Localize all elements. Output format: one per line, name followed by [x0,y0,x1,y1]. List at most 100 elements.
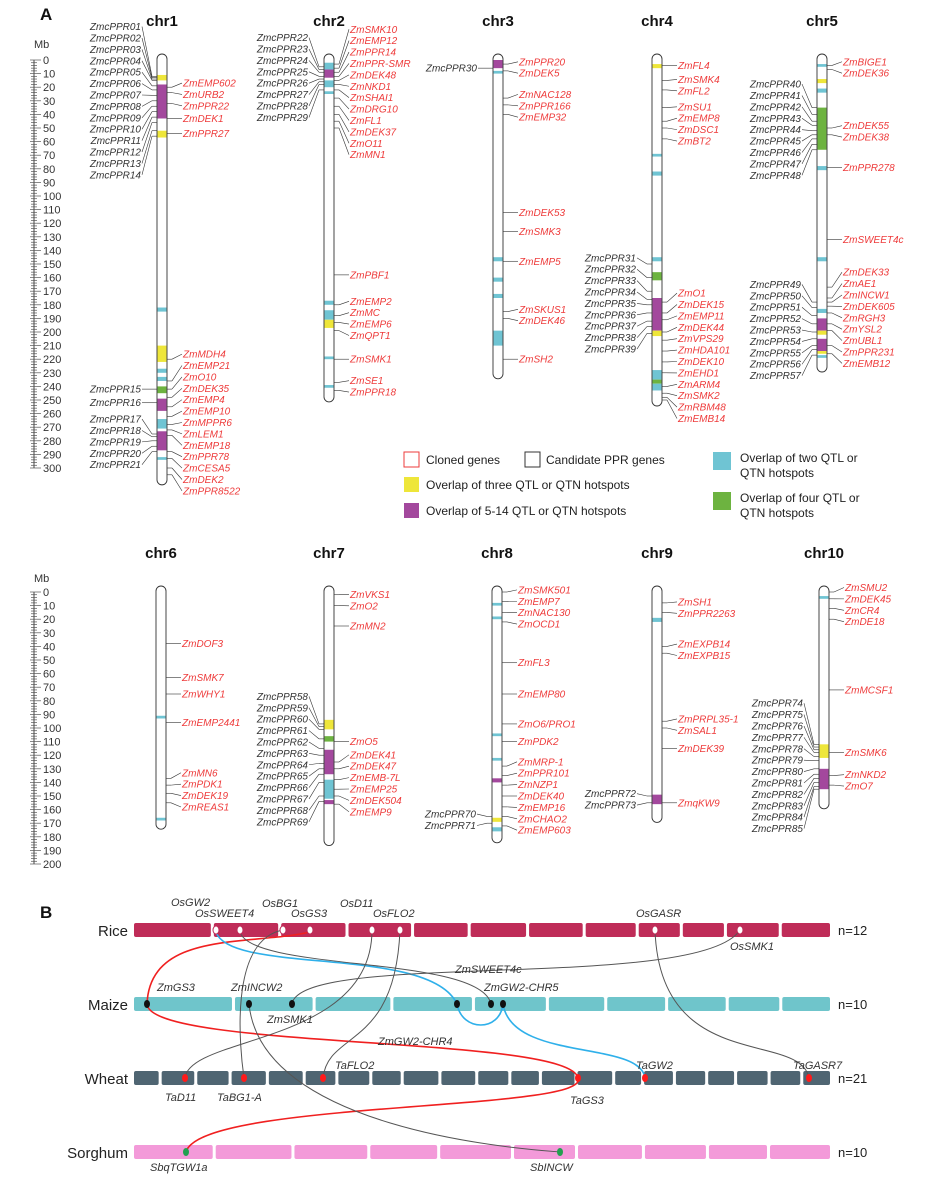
candidate-ppr-gene-label: ZmcPPR43 [749,114,802,125]
ruler-tick-label: 200 [43,859,61,871]
label-connector [476,822,488,826]
label-connector [171,376,183,390]
hotspot-band-three [157,345,167,362]
cloned-gene-label: ZmSMK10 [349,25,398,36]
legend-three: Overlap of three QTL or QTN hotspots [426,478,630,492]
label-connector [338,74,350,81]
chromosome-segment [134,1071,159,1085]
chromosome-segment [770,1071,801,1085]
cloned-gene-label: ZmEMB12 [842,359,891,370]
candidate-ppr-gene-label: ZmcPPR58 [256,692,309,703]
cloned-gene-label: ZmRBM48 [677,403,726,414]
label-connector [338,390,350,393]
cloned-gene-label: ZmO5 [349,737,378,748]
candidate-ppr-gene-label: ZmcPPR10 [89,125,142,136]
label-connector [171,399,183,408]
label-connector [308,696,320,725]
hotspot-band-two [324,62,334,70]
candidate-ppr-gene-label: ZmcPPR72 [584,789,637,800]
candidate-ppr-gene-label: ZmcPPR13 [89,159,142,170]
candidate-ppr-gene-label: ZmcPPR32 [584,265,637,276]
cloned-gene-label: ZmBT2 [677,137,711,148]
label-connector [171,353,183,360]
label-connector [338,29,350,65]
hotspot-band-five14 [157,84,167,119]
cloned-gene-label: ZmPDK2 [517,737,559,748]
ruler-tick-label: 300 [43,463,61,475]
cloned-gene-label: ZmDEK46 [518,316,566,327]
chromosome-segment [348,923,412,937]
legend-four-line2: QTN hotspots [740,506,814,520]
candidate-ppr-gene-label: ZmcPPR40 [749,80,802,91]
gene-marker [642,1074,648,1082]
gene-marker [651,925,659,935]
label-connector [170,792,182,796]
cloned-gene-label: ZmPPR101 [517,769,570,780]
candidate-ppr-gene-label: ZmcPPR38 [584,333,637,344]
label-connector [636,802,648,806]
synteny-link-grey [654,929,810,1079]
gene-label: SbqTGW1a [150,1162,207,1174]
candidate-ppr-gene-label: ZmcPPR22 [256,33,309,44]
cloned-gene-label: ZmO1 [677,289,706,300]
gene-label: TaGS3 [570,1095,605,1107]
cloned-gene-label: ZmDEK37 [349,127,397,138]
label-connector [801,318,813,325]
hotspot-band-two [156,817,166,821]
candidate-ppr-gene-label: ZmcPPR18 [89,426,142,437]
cloned-gene-label: ZmDEK1 [182,114,224,125]
label-connector [308,774,320,788]
label-connector [171,422,183,425]
synteny-link-blue [502,1003,646,1079]
cloned-gene-label: ZmEMP7 [517,597,560,608]
ruler-tick-label: 210 [43,341,61,353]
cloned-gene-label: ZmBIGE1 [842,57,887,68]
species-row-sorghum: Sorghum n=10 [67,1145,867,1162]
label-connector [833,608,845,611]
gene-label: SbINCW [530,1162,574,1174]
label-connector [666,392,678,396]
label-connector [506,761,518,767]
hotspot-band-five14 [157,398,167,411]
candidate-ppr-gene-label: ZmcPPR33 [584,276,637,287]
cloned-gene-label: ZmSMK501 [517,585,571,596]
cloned-gene-label: ZmFL4 [677,61,710,72]
chromosome-segment [470,923,527,937]
ruler-tick-label: 10 [43,601,55,613]
gene-marker [236,925,244,935]
hotspot-band-two [819,596,829,599]
label-connector [666,127,678,130]
legend-two-line2: QTN hotspots [740,466,814,480]
candidate-ppr-gene-label: ZmcPPR09 [89,113,142,124]
synteny-link-grey [248,1003,561,1153]
label-connector [141,49,153,80]
ruler-tick-label: 170 [43,286,61,298]
candidate-ppr-gene-label: ZmcPPR16 [89,398,142,409]
label-connector [831,125,843,129]
candidate-ppr-gene-label: ZmcPPR59 [256,703,309,714]
ruler-tick-label: 30 [43,628,55,640]
label-connector [833,587,845,593]
cloned-gene-label: ZmO6/PRO1 [517,719,576,730]
label-connector [141,430,153,437]
label-connector [506,806,518,808]
chromosome-chr4: chr4ZmcPPR31ZmcPPR32ZmcPPR33ZmcPPR34ZmcP… [584,13,730,425]
label-connector [666,138,678,142]
label-connector [308,730,320,740]
label-connector [338,795,350,801]
label-connector [801,129,813,132]
gene-marker [182,1074,188,1082]
label-connector [141,60,153,81]
candidate-ppr-gene-label: ZmcPPR66 [256,783,309,794]
hotspot-band-five14 [817,338,827,352]
hotspot-band-five14 [817,318,827,331]
candidate-ppr-gene-label: ZmcPPR23 [256,45,309,56]
hotspot-band-two [324,300,334,305]
hotspot-band-five14 [652,794,662,805]
chromosome-segment [548,997,605,1011]
chromosome-segment [615,1071,642,1085]
candidate-ppr-gene-label: ZmcPPR50 [749,291,802,302]
cloned-gene-label: ZmFL1 [349,116,382,127]
